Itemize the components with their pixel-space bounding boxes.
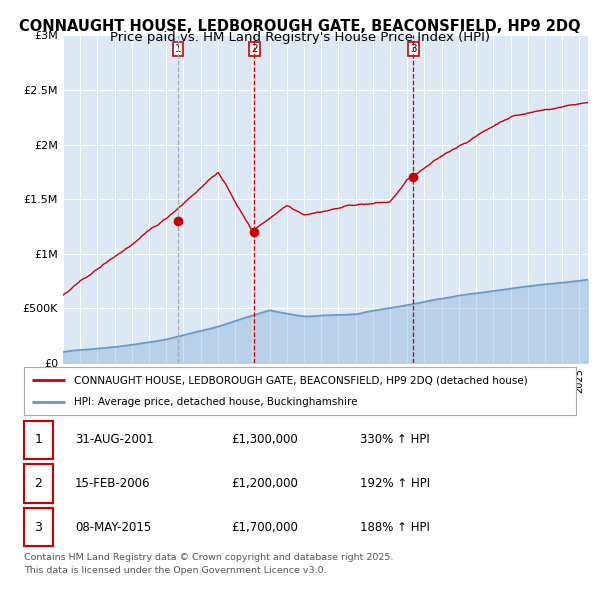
- Text: 2: 2: [251, 44, 258, 54]
- Text: 188% ↑ HPI: 188% ↑ HPI: [360, 520, 430, 534]
- Text: 31-AUG-2001: 31-AUG-2001: [75, 433, 154, 447]
- Text: £1,700,000: £1,700,000: [231, 520, 298, 534]
- Text: CONNAUGHT HOUSE, LEDBOROUGH GATE, BEACONSFIELD, HP9 2DQ (detached house): CONNAUGHT HOUSE, LEDBOROUGH GATE, BEACON…: [74, 375, 527, 385]
- Text: £1,300,000: £1,300,000: [231, 433, 298, 447]
- Text: 192% ↑ HPI: 192% ↑ HPI: [360, 477, 430, 490]
- Text: 3: 3: [34, 520, 43, 534]
- Text: 1: 1: [34, 433, 43, 447]
- Text: 08-MAY-2015: 08-MAY-2015: [75, 520, 151, 534]
- Text: This data is licensed under the Open Government Licence v3.0.: This data is licensed under the Open Gov…: [24, 566, 326, 575]
- Text: 2: 2: [34, 477, 43, 490]
- Text: £1,200,000: £1,200,000: [231, 477, 298, 490]
- Text: Contains HM Land Registry data © Crown copyright and database right 2025.: Contains HM Land Registry data © Crown c…: [24, 553, 394, 562]
- Text: 15-FEB-2006: 15-FEB-2006: [75, 477, 151, 490]
- Text: CONNAUGHT HOUSE, LEDBOROUGH GATE, BEACONSFIELD, HP9 2DQ: CONNAUGHT HOUSE, LEDBOROUGH GATE, BEACON…: [19, 19, 581, 34]
- Text: Price paid vs. HM Land Registry's House Price Index (HPI): Price paid vs. HM Land Registry's House …: [110, 31, 490, 44]
- Text: 3: 3: [410, 44, 416, 54]
- Text: 1: 1: [175, 44, 181, 54]
- Text: 330% ↑ HPI: 330% ↑ HPI: [360, 433, 430, 447]
- Text: HPI: Average price, detached house, Buckinghamshire: HPI: Average price, detached house, Buck…: [74, 397, 357, 407]
